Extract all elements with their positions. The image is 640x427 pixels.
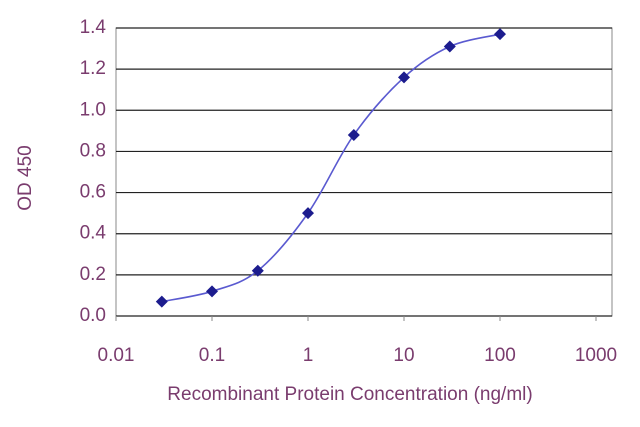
plot-frame — [115, 27, 613, 317]
x-tick-label: 100 — [484, 345, 516, 366]
y-tick-label: 1.4 — [80, 17, 107, 38]
point — [206, 285, 218, 298]
point — [443, 40, 456, 53]
y-tick-label: 1.0 — [80, 99, 106, 120]
point — [155, 295, 168, 308]
point — [494, 28, 506, 41]
x-tick-label: 1 — [303, 345, 314, 366]
y-tick-label: 0.8 — [80, 140, 106, 161]
point — [347, 128, 360, 141]
point — [302, 207, 314, 220]
x-tick-label: 1000 — [575, 345, 617, 366]
y-tick-label: 0.2 — [80, 264, 106, 285]
x-tick-label: 0.1 — [199, 345, 225, 366]
y-tick-label: 0.6 — [80, 182, 106, 203]
x-tick-label: 10 — [393, 345, 414, 366]
curve — [161, 33, 501, 303]
y-axis-title: OD 450 — [15, 145, 36, 210]
x-axis-title: Recombinant Protein Concentration (ng/ml… — [167, 384, 532, 405]
point — [398, 71, 410, 84]
point — [251, 264, 264, 277]
y-tick-label: 0.4 — [80, 223, 107, 244]
x-tick-label: 0.01 — [98, 345, 135, 366]
y-tick-label: 0.0 — [80, 305, 106, 326]
y-tick-label: 1.2 — [80, 58, 106, 79]
